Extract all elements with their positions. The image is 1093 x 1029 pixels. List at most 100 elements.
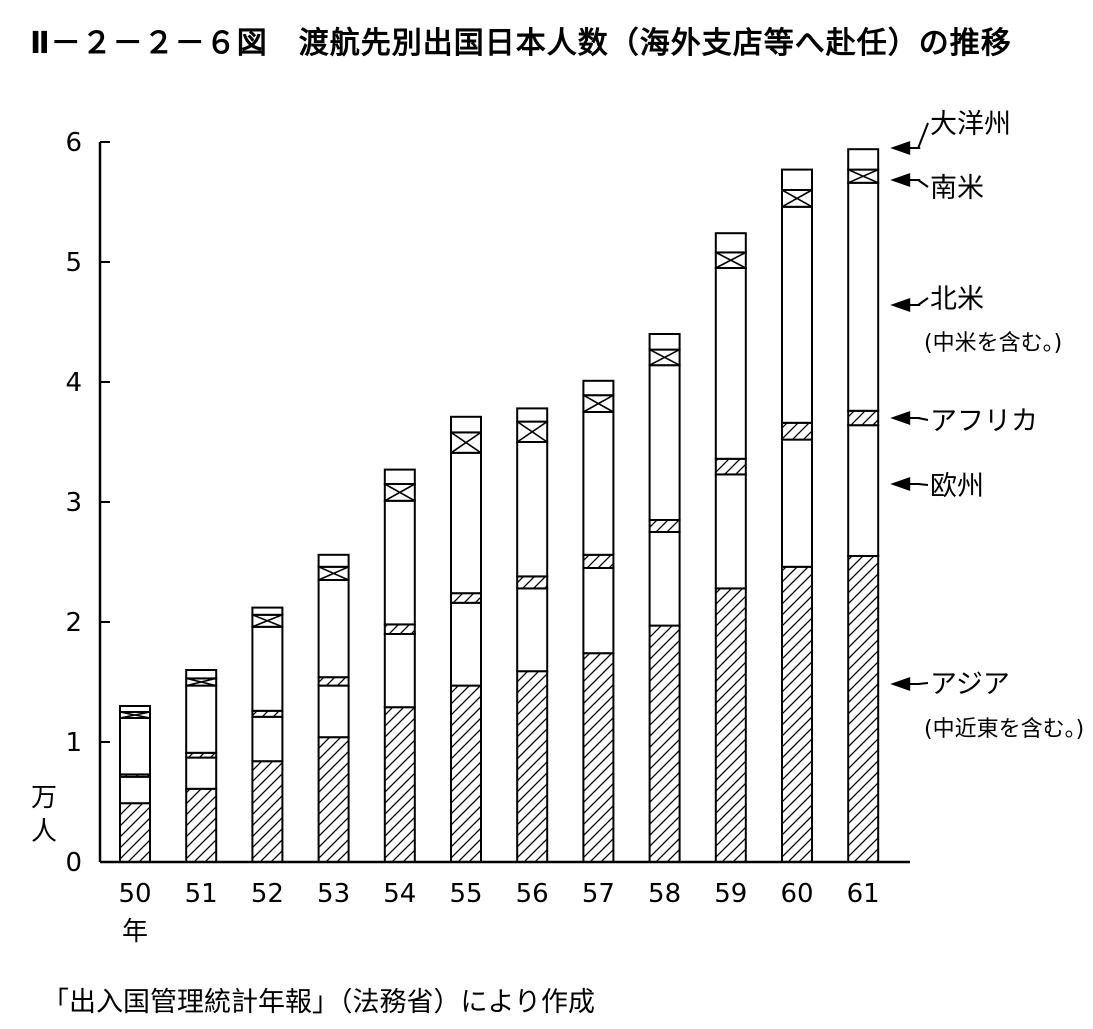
bar-segment	[185, 787, 218, 863]
bar-segment	[119, 717, 151, 776]
legend-arrow	[917, 122, 929, 149]
bar-segment	[516, 575, 549, 590]
bar-segment	[714, 457, 747, 476]
bar-stack	[847, 148, 880, 863]
bar-segment	[317, 684, 350, 739]
bar-segment	[119, 775, 151, 805]
y-tick-label: 5	[65, 248, 82, 278]
bar-segment-crosshatch	[847, 168, 879, 184]
bar-segment-crosshatch	[649, 348, 680, 366]
bar-segment	[781, 565, 813, 863]
bar-segment	[383, 706, 416, 864]
bar-segment	[251, 760, 284, 864]
bar-segment	[847, 181, 880, 412]
bar-segment-crosshatch	[186, 677, 217, 687]
bar-segment	[119, 705, 151, 713]
bar-segment	[648, 364, 681, 522]
bar-segment	[251, 625, 284, 712]
legend-arrow	[917, 297, 929, 306]
bar-segment-crosshatch	[318, 566, 349, 581]
bar-segment	[847, 424, 880, 558]
bar-segment	[582, 553, 615, 569]
bar-segment-crosshatch	[516, 420, 548, 443]
legend-item: 南米	[890, 173, 984, 204]
bar-segment	[383, 623, 416, 636]
y-tick-label: 3	[65, 488, 82, 518]
bar-segment	[251, 606, 284, 616]
x-tick-label: 50	[118, 879, 151, 909]
y-tick-label: 0	[65, 848, 82, 878]
bar-segment	[317, 676, 350, 687]
bar-segment	[582, 411, 615, 556]
x-tick-label: 57	[582, 879, 615, 909]
legend-arrowhead	[890, 141, 911, 155]
legend-arrowhead	[890, 677, 911, 691]
bar-segment	[781, 421, 813, 441]
bar-segment-crosshatch	[450, 431, 482, 454]
legend-label: 大洋州	[930, 109, 1011, 140]
x-tick-label: 51	[185, 879, 218, 909]
bar-stack	[450, 415, 482, 863]
bars-layer	[119, 148, 880, 864]
bar-segment	[781, 205, 813, 424]
legend-item: アジア (中近東を含む。)	[890, 669, 1084, 742]
bar-stack	[714, 232, 747, 864]
bar-stack	[185, 669, 218, 863]
y-tick-label: 1	[65, 728, 82, 758]
x-tick-label: 55	[449, 879, 482, 909]
legend-arrowhead	[890, 173, 911, 187]
bar-segment	[714, 473, 747, 590]
bar-segment	[383, 499, 416, 626]
bar-segment	[847, 409, 880, 427]
bar-segment	[516, 407, 549, 423]
bar-segment-crosshatch	[781, 189, 813, 208]
source-note: 「出入国管理統計年報」（法務省）により作成	[42, 987, 595, 1018]
x-tick-label: 61	[847, 879, 880, 909]
legend-label: アジア	[930, 669, 1010, 700]
x-tick-label: 60	[780, 879, 813, 909]
bar-segment	[714, 587, 747, 864]
legend-sublabel: (中近東を含む。)	[924, 717, 1084, 742]
page-title: Ⅱ－２－２－６図 渡航先別出国日本人数（海外支店等へ赴任）の推移	[30, 26, 1012, 61]
legend-layer: アジア (中近東を含む。) 欧州 アフリカ 北米 (中米を含む。) 南米 大洋州	[890, 109, 1084, 742]
bar-stack	[317, 553, 350, 864]
bar-segment	[383, 633, 416, 709]
bar-segment	[450, 415, 482, 434]
legend-sublabel: (中米を含む。)	[924, 331, 1062, 356]
y-tick-label: 2	[65, 608, 82, 638]
axes-layer	[98, 141, 910, 864]
bar-segment	[251, 715, 284, 763]
y-tick-label: 6	[65, 128, 82, 158]
legend-arrowhead	[890, 477, 911, 491]
legend-item: アフリカ	[890, 406, 1038, 437]
bar-segment	[648, 531, 681, 627]
legend-label: 南米	[930, 173, 984, 204]
bar-segment	[781, 168, 813, 192]
bar-stack	[251, 606, 284, 864]
bar-segment	[185, 669, 218, 680]
bar-segment	[185, 756, 218, 790]
legend-label: 欧州	[930, 471, 984, 502]
bar-segment	[450, 451, 482, 595]
legend-item: 大洋州	[890, 109, 1011, 155]
bar-segment	[648, 624, 681, 863]
x-tick-label: 52	[251, 879, 284, 909]
bar-segment-crosshatch	[583, 394, 614, 413]
bar-segment	[119, 802, 151, 864]
bar-segment	[582, 652, 615, 864]
bar-segment	[383, 468, 416, 486]
bar-stack	[516, 407, 549, 864]
bar-stack	[119, 705, 151, 864]
x-tick-label: 59	[714, 879, 747, 909]
legend-item: 北米 (中米を含む。)	[890, 284, 1062, 356]
legend-label: 北米	[930, 284, 984, 315]
bar-segment	[781, 438, 813, 568]
x-tick-label: 54	[383, 879, 416, 909]
x-tick-label: 53	[317, 879, 350, 909]
bar-segment	[582, 567, 615, 655]
y-axis-unit-char: 万	[31, 783, 57, 813]
bar-stack	[582, 379, 615, 864]
bar-segment	[582, 379, 615, 397]
bar-segment-crosshatch	[252, 614, 283, 628]
